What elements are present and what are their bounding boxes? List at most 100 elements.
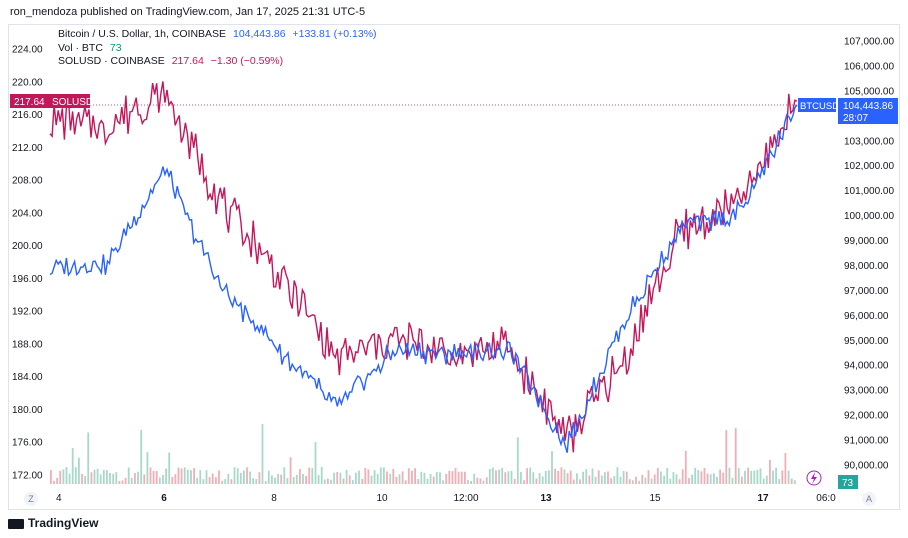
volume-bar (74, 467, 77, 484)
volume-bar (233, 467, 236, 484)
left-tick-label: 208.00 (12, 176, 43, 187)
volume-bar (772, 470, 774, 484)
volume-bar (569, 470, 572, 484)
volume-bar (722, 472, 725, 484)
right-tick-label: 107,000.00 (844, 37, 894, 48)
volume-bar (653, 474, 656, 484)
volume-bar (719, 469, 721, 484)
volume-bar (516, 437, 519, 484)
volume-bar (386, 471, 388, 484)
volume-bar (473, 473, 476, 484)
right-tick-label: 94,000.00 (844, 361, 889, 372)
legend-volume-row[interactable]: Vol · BTC 73 (58, 42, 377, 56)
publisher-bar: ron_mendoza published on TradingView.com… (0, 0, 908, 24)
volume-bar (193, 468, 195, 484)
volume-bar (227, 473, 230, 484)
solusd-series-line[interactable] (49, 81, 798, 453)
volume-bar (703, 468, 706, 484)
x-tick-label: 6 (161, 493, 167, 504)
volume-bar (790, 478, 793, 484)
right-tick-label: 98,000.00 (844, 261, 889, 272)
tradingview-logo[interactable]: TradingView (8, 516, 98, 530)
volume-bar (84, 476, 86, 484)
volume-bar (124, 477, 127, 484)
sol-badge-price: 217.64 (14, 97, 45, 108)
sol-badge-symbol: SOLUSD (52, 97, 93, 108)
volume-bar (137, 471, 139, 484)
right-tick-label: 99,000.00 (844, 236, 889, 247)
left-tick-label: 224.00 (12, 45, 43, 56)
volume-bar (292, 476, 295, 484)
volume-bar (308, 467, 311, 484)
volume-bar (118, 480, 121, 484)
chart-legend: Bitcoin / U.S. Dollar, 1h, COINBASE 104,… (58, 28, 377, 69)
volume-bar (305, 476, 307, 484)
zoom-z-button[interactable]: Z (24, 492, 38, 506)
volume-bars (50, 424, 796, 484)
right-tick-label: 93,000.00 (844, 386, 889, 397)
x-tick-label: 06:0 (816, 493, 836, 504)
main-symbol-change: +133.81 (+0.13%) (292, 28, 377, 40)
volume-bar (152, 470, 155, 484)
volume-bar (50, 470, 52, 484)
right-tick-label: 97,000.00 (844, 286, 889, 297)
volume-bar (401, 471, 404, 484)
lightning-icon[interactable] (806, 470, 822, 486)
volume-bar (579, 479, 581, 484)
volume-bar (68, 473, 71, 484)
volume-bar (538, 473, 541, 484)
right-tick-label: 90,000.00 (844, 461, 889, 472)
chart-frame (8, 24, 900, 510)
btc-badge-countdown: 28:07 (843, 113, 868, 124)
volume-bar (470, 481, 472, 484)
volume-bar (373, 470, 376, 484)
volume-bar (53, 480, 55, 484)
volume-bar (81, 474, 83, 484)
right-tick-label: 105,000.00 (844, 86, 894, 97)
btcusd-series-line[interactable] (49, 104, 798, 453)
volume-bar (323, 479, 326, 484)
volume-bar (457, 471, 460, 484)
legend-main-row[interactable]: Bitcoin / U.S. Dollar, 1h, COINBASE 104,… (58, 28, 377, 42)
auto-scale-a-button[interactable]: A (862, 492, 876, 506)
volume-bar (351, 480, 354, 484)
volume-bar (146, 452, 149, 484)
volume-bar (246, 467, 248, 484)
volume-bar (613, 476, 616, 484)
volume-bar (426, 478, 429, 484)
volume-bar (591, 468, 594, 484)
volume-bar (532, 472, 535, 484)
volume-bar (672, 472, 675, 484)
volume-bar (208, 477, 211, 484)
volume-bar (398, 474, 401, 484)
volume-bar (765, 475, 768, 484)
volume-bar (71, 448, 74, 484)
volume-bar (59, 470, 62, 484)
volume-bar (202, 479, 205, 484)
volume-bar (454, 468, 457, 484)
volume-bar (267, 470, 270, 484)
volume-bar (171, 476, 174, 484)
volume-bar (495, 470, 497, 484)
volume-bar (600, 475, 603, 484)
volume-bar (236, 468, 239, 484)
volume-bar (432, 476, 435, 484)
x-tick-label: 17 (757, 493, 769, 504)
volume-bar (485, 477, 488, 484)
volume-bar (694, 467, 697, 484)
legend-overlay-row[interactable]: SOLUSD · COINBASE 217.64 −1.30 (−0.59%) (58, 55, 377, 69)
volume-bar (460, 471, 463, 484)
volume-bar (622, 471, 625, 484)
volume-bar (451, 471, 454, 484)
volume-bar (339, 472, 342, 484)
x-tick-label: 13 (540, 493, 552, 504)
left-tick-label: 172.00 (12, 471, 43, 482)
volume-bar (199, 470, 202, 484)
volume-bar (628, 479, 631, 484)
volume-bar (582, 471, 584, 484)
volume-bar (741, 476, 743, 484)
volume-bar (681, 469, 684, 484)
volume-bar (435, 471, 438, 484)
volume-bar (99, 474, 102, 484)
